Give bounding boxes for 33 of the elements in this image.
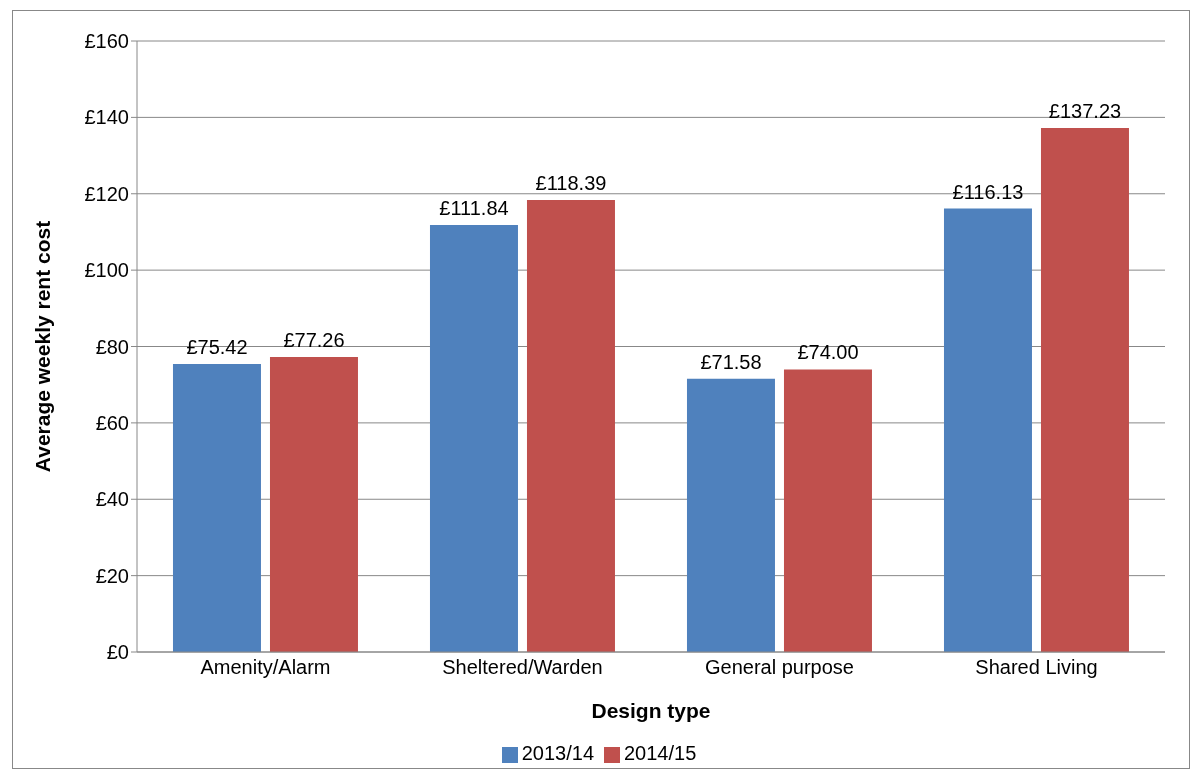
bar (269, 356, 358, 652)
x-tick-label: Amenity/Alarm (200, 656, 331, 679)
bar (783, 369, 872, 652)
x-axis-title: Design type (591, 699, 711, 722)
y-tick-label: £160 (84, 30, 129, 53)
y-tick-label: £140 (84, 106, 129, 129)
data-label: £116.13 (952, 180, 1024, 203)
data-label: £111.84 (439, 196, 509, 219)
data-label: £77.26 (283, 328, 345, 351)
y-tick-label: £60 (95, 411, 129, 434)
data-label: £74.00 (797, 341, 859, 364)
y-tick-label: £40 (95, 488, 129, 511)
y-tick-label: £0 (106, 641, 129, 664)
y-tick-label: £120 (84, 182, 129, 205)
x-tick-label: Shared Living (975, 656, 1098, 679)
y-tick-label: £100 (84, 259, 129, 282)
bar (172, 363, 261, 652)
y-tick-label: £80 (95, 335, 129, 358)
data-label: £137.23 (1048, 99, 1122, 122)
bar (943, 208, 1032, 652)
bar (429, 224, 518, 652)
data-label: £75.42 (186, 335, 248, 358)
legend-label: 2014/15 (624, 742, 697, 764)
y-axis-title: Average weekly rent cost (31, 220, 55, 473)
legend-label: 2013/14 (521, 742, 594, 764)
x-tick-label: Sheltered/Warden (442, 656, 603, 679)
bar (686, 378, 775, 652)
data-label: £71.58 (700, 350, 762, 373)
bar (1040, 127, 1129, 652)
x-tick-label: General purpose (705, 656, 854, 679)
data-label: £118.39 (535, 171, 607, 194)
bar (526, 199, 615, 652)
y-tick-label: £20 (95, 564, 129, 587)
